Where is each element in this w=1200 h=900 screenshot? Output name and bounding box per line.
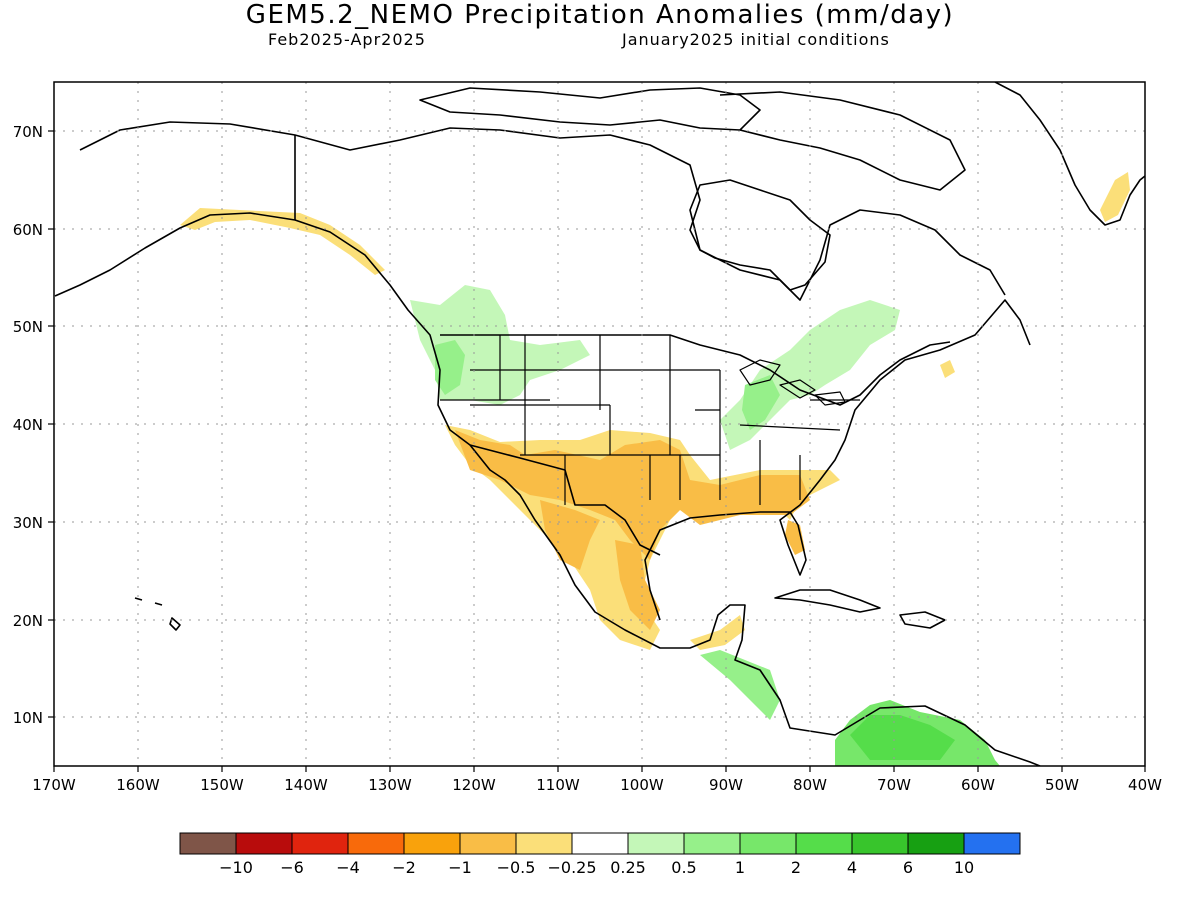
gulf-of-mexico-coastline	[644, 299, 1031, 621]
dry-area-greenland-east	[1100, 172, 1130, 222]
legend-swatch	[235, 832, 293, 855]
legend-label: 10	[954, 858, 974, 877]
color-legend: −10 −6 −4 −2 −1 −0.5 −0.25 0.25 0.5 1 2 4 6 10	[179, 832, 1021, 877]
lon-label: 70W	[877, 776, 911, 794]
wet-area-central-america	[700, 650, 780, 720]
wet-area-great-lakes	[720, 300, 900, 450]
legend-swatch	[179, 832, 237, 855]
legend-label: −0.25	[547, 858, 596, 877]
legend-swatch	[347, 832, 405, 855]
wet-area-oregon-coast	[435, 340, 465, 395]
graticule	[54, 82, 1145, 766]
lat-label: 70N	[13, 123, 43, 141]
legend-swatch	[403, 832, 461, 855]
dry-area-florida	[785, 520, 805, 555]
lon-label: 80W	[793, 776, 827, 794]
longitude-labels: 170W 160W 150W 140W 130W 120W 110W 100W …	[32, 776, 1162, 794]
initial-conditions: January2025 initial conditions	[622, 30, 890, 49]
lat-label: 10N	[13, 709, 43, 727]
legend-label: −4	[336, 858, 360, 877]
dry-area-mexico-plateau	[615, 540, 660, 630]
latitude-labels: 70N 60N 50N 40N 30N 20N 10N	[13, 123, 43, 727]
dry-area-south-us-core	[455, 430, 810, 560]
legend-swatch	[851, 832, 909, 855]
map-title: GEM5.2_NEMO Precipitation Anomalies (mm/…	[245, 0, 955, 30]
legend-swatch	[963, 832, 1021, 855]
lon-label: 50W	[1045, 776, 1079, 794]
dry-area-mexico-west	[540, 500, 600, 570]
legend-swatch	[907, 832, 965, 855]
lon-label: 140W	[284, 776, 328, 794]
legend-label: −2	[392, 858, 416, 877]
lon-label: 130W	[368, 776, 412, 794]
lat-label: 40N	[13, 416, 43, 434]
legend-label: −6	[280, 858, 304, 877]
wet-area-colombia-core	[850, 715, 955, 760]
lon-label: 110W	[536, 776, 580, 794]
coastlines-and-borders	[54, 82, 1145, 766]
dry-area-nova-scotia	[940, 360, 955, 378]
forecast-period: Feb2025-Apr2025	[268, 30, 426, 49]
lon-label: 160W	[116, 776, 160, 794]
lon-label: 170W	[32, 776, 76, 794]
arctic-coastline	[79, 121, 1006, 301]
us-canada-border	[294, 135, 951, 406]
legend-label: −1	[448, 858, 472, 877]
legend-label: −10	[219, 858, 253, 877]
hudson-bay-coastline	[689, 179, 831, 291]
tick-marks	[48, 130, 1146, 772]
legend-label: 4	[847, 858, 857, 877]
lat-label: 60N	[13, 221, 43, 239]
legend-swatch	[571, 832, 629, 855]
legend-swatch	[515, 832, 573, 855]
legend-swatch	[683, 832, 741, 855]
lon-label: 40W	[1128, 776, 1162, 794]
wet-area-ohio-valley	[742, 375, 780, 430]
anomaly-shading	[180, 172, 1130, 766]
hispaniola-coastline	[899, 611, 946, 629]
legend-swatch	[627, 832, 685, 855]
greenland-coastline	[994, 82, 1145, 226]
arctic-islands-coastline	[419, 87, 966, 191]
legend-label: 0.25	[610, 858, 646, 877]
lon-label: 90W	[709, 776, 743, 794]
legend-label: 2	[791, 858, 801, 877]
lon-label: 150W	[200, 776, 244, 794]
lat-label: 50N	[13, 318, 43, 336]
us-mexico-border	[469, 444, 661, 556]
legend-swatch	[795, 832, 853, 855]
us-state-borders	[440, 335, 860, 505]
lat-label: 20N	[13, 612, 43, 630]
lake-outlines	[739, 359, 846, 406]
legend-swatch	[739, 832, 797, 855]
lat-label: 30N	[13, 514, 43, 532]
legend-label: −0.5	[497, 858, 536, 877]
legend-label: 0.5	[671, 858, 696, 877]
lon-label: 60W	[961, 776, 995, 794]
legend-label: 1	[735, 858, 745, 877]
lon-label: 100W	[620, 776, 664, 794]
cuba-coastline	[774, 589, 881, 613]
legend-swatch	[291, 832, 349, 855]
hawaii-coastline	[134, 597, 181, 631]
dry-area-central-america	[690, 615, 745, 650]
legend-swatch	[459, 832, 517, 855]
lon-label: 120W	[452, 776, 496, 794]
legend-label: 6	[903, 858, 913, 877]
